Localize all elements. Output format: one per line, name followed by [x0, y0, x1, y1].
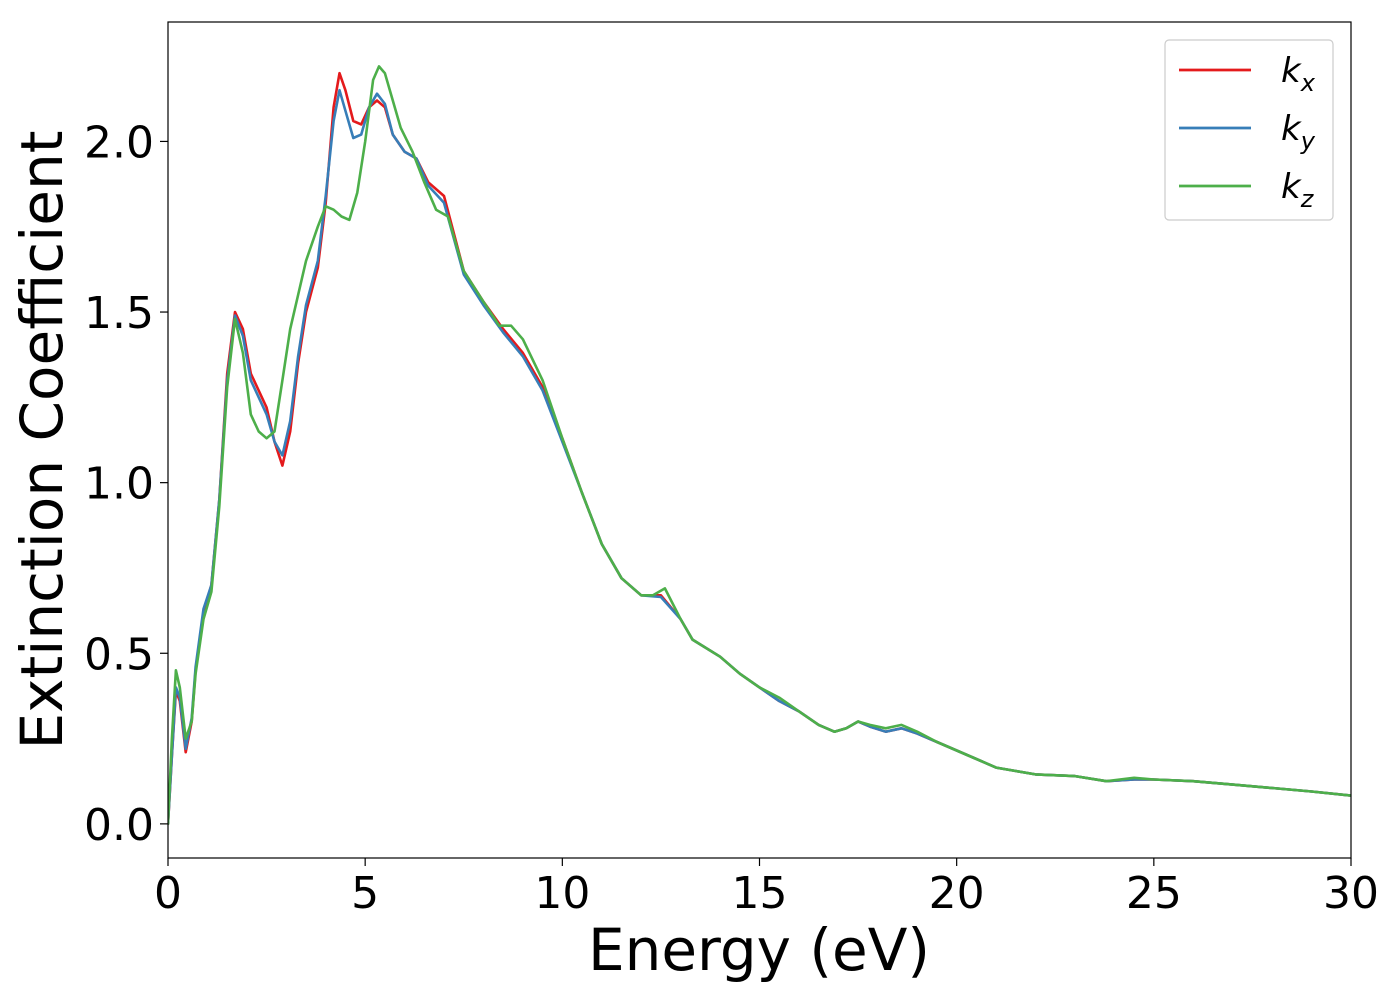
y-tick-label: 1.0 [84, 459, 154, 510]
y-axis-ticks: 0.0 0.5 1.0 1.5 2.0 [84, 117, 168, 851]
series-line-z [168, 65, 1351, 826]
plot-area [167, 21, 1352, 859]
series-lines [168, 65, 1351, 826]
x-axis-title: Energy (eV) [588, 916, 930, 984]
y-axis-title: Extinction Coefficient [8, 131, 76, 750]
x-axis-ticks: 0 5 10 15 20 25 30 [154, 858, 1379, 919]
x-tick-label: 25 [1126, 868, 1182, 919]
legend-label-z: kz [1281, 167, 1315, 213]
legend: kx ky kz [1164, 39, 1334, 221]
y-tick-label: 1.5 [84, 288, 154, 339]
y-tick-label: 0.0 [84, 800, 154, 851]
x-tick-label: 30 [1323, 868, 1379, 919]
x-tick-label: 15 [732, 868, 788, 919]
legend-box [1164, 39, 1334, 221]
y-tick-label: 2.0 [84, 117, 154, 168]
x-tick-label: 20 [929, 868, 985, 919]
x-tick-label: 5 [351, 868, 379, 919]
y-tick-label: 0.5 [84, 629, 154, 680]
legend-label-y: ky [1281, 109, 1316, 155]
x-tick-label: 0 [154, 868, 182, 919]
legend-label-x: kx [1281, 51, 1316, 97]
x-tick-label: 10 [534, 868, 590, 919]
